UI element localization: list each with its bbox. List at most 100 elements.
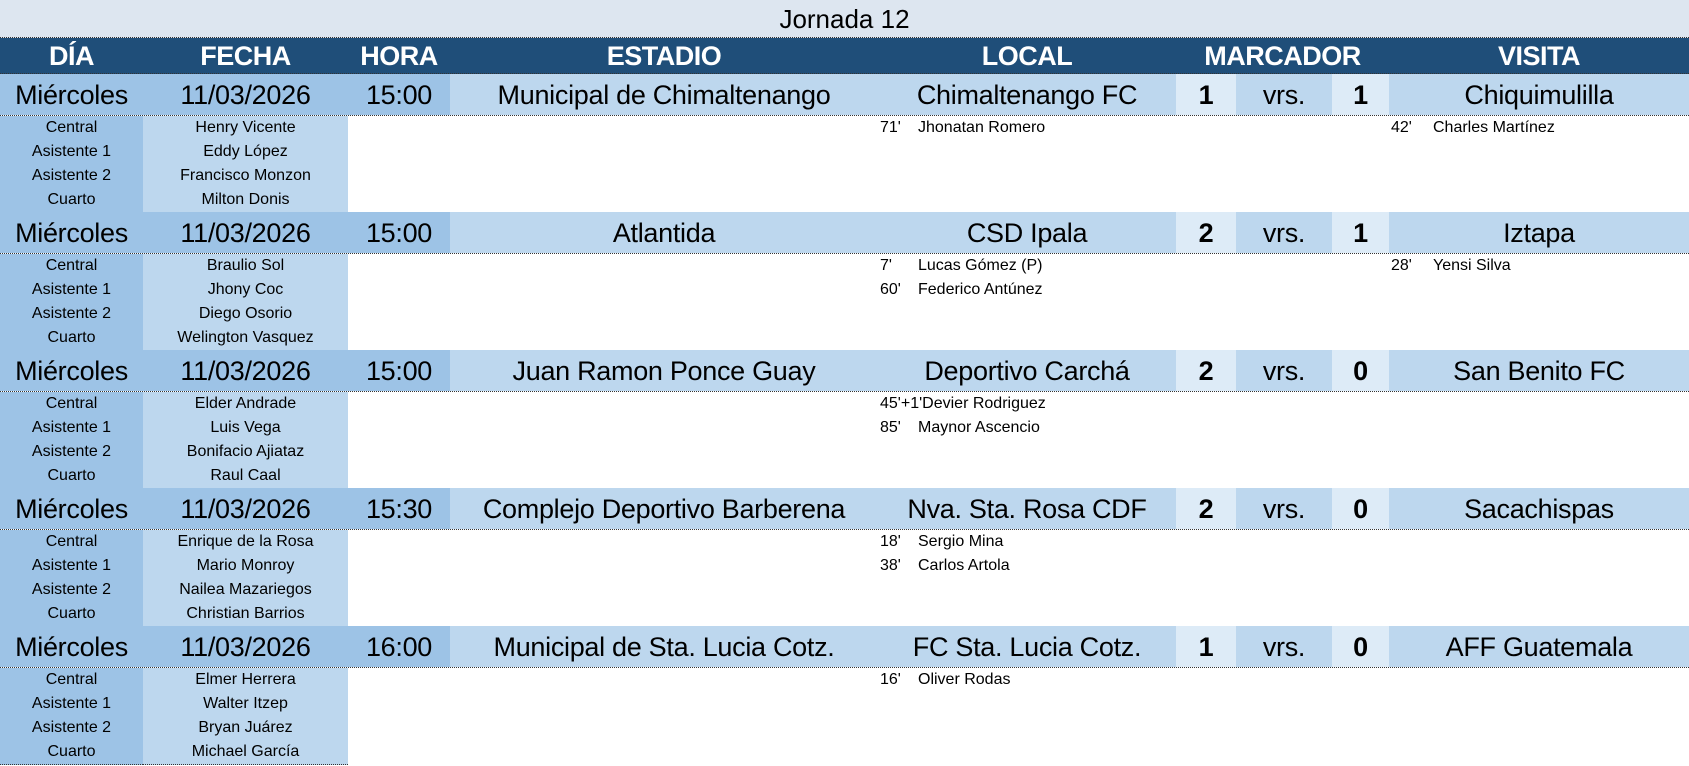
date-cell: 11/03/2026 — [143, 488, 348, 529]
time-cell: 15:00 — [348, 74, 450, 115]
referee-row: Central Braulio Sol 7' Lucas Gómez (P) 28' Ye… — [0, 254, 1689, 279]
goal-minute: 28' — [1391, 257, 1412, 274]
referee-role: Cuarto — [0, 326, 143, 351]
referee-name: Mario Monroy — [143, 554, 348, 579]
referee-role: Cuarto — [0, 464, 143, 489]
day-cell: Miércoles — [0, 488, 143, 529]
empty-cell — [450, 302, 878, 327]
referee-name: Luis Vega — [143, 416, 348, 441]
referee-row: Asistente 2 Nailea Mazariegos — [0, 578, 1689, 603]
local-scorer — [878, 464, 1389, 489]
empty-cell — [348, 692, 450, 717]
referee-row: Central Elder Andrade 45'+1'Devier Rodrigu… — [0, 392, 1689, 417]
match-row: Miércoles 11/03/2026 15:30 Complejo Deporti… — [0, 488, 1689, 530]
date-cell: 11/03/2026 — [143, 626, 348, 667]
visita-scorer — [1389, 164, 1689, 189]
goal-minute: 7' — [880, 257, 892, 274]
vs-cell: vrs. — [1236, 488, 1332, 529]
empty-cell — [450, 692, 878, 717]
referee-row: Asistente 2 Bryan Juárez — [0, 716, 1689, 741]
empty-cell — [348, 440, 450, 465]
local-scorer: 7' Lucas Gómez (P) — [878, 254, 1389, 279]
referee-role: Asistente 2 — [0, 578, 143, 603]
goal-player: Maynor Ascencio — [918, 419, 1040, 436]
local-team-cell: CSD Ipala — [878, 212, 1176, 253]
local-scorer — [878, 578, 1389, 603]
local-scorer — [878, 602, 1389, 627]
empty-cell — [450, 140, 878, 165]
goal-player: Oliver Rodas — [918, 671, 1011, 688]
referee-row: Central Henry Vicente 71' Jhonatan Romero 42… — [0, 116, 1689, 141]
visita-scorer — [1389, 740, 1689, 765]
goal-player: Yensi Silva — [1433, 257, 1511, 274]
goal-player: Carlos Artola — [918, 557, 1010, 574]
referee-name: Enrique de la Rosa — [143, 530, 348, 555]
empty-cell — [348, 188, 450, 213]
empty-cell — [348, 326, 450, 351]
empty-cell — [348, 116, 450, 141]
header-hora: HORA — [360, 41, 438, 71]
match-row: Miércoles 11/03/2026 15:00 Atlantida CSD Ipa… — [0, 212, 1689, 254]
goal-minute: 38' — [880, 557, 901, 574]
referee-row: Asistente 1 Eddy López — [0, 140, 1689, 165]
empty-cell — [348, 578, 450, 603]
local-score-cell: 1 — [1176, 626, 1236, 667]
referee-name: Nailea Mazariegos — [143, 578, 348, 603]
empty-cell — [450, 188, 878, 213]
empty-cell — [450, 440, 878, 465]
visita-scorer — [1389, 140, 1689, 165]
local-scorer — [878, 164, 1389, 189]
goal-minute: 85' — [880, 419, 901, 436]
referee-row: Asistente 1 Walter Itzep — [0, 692, 1689, 717]
header-marcador: MARCADOR — [1204, 41, 1361, 71]
referee-role: Central — [0, 254, 143, 279]
match-block: Miércoles 11/03/2026 15:30 Complejo Deporti… — [0, 488, 1689, 627]
referee-role: Asistente 2 — [0, 302, 143, 327]
local-scorer — [878, 326, 1389, 351]
stadium-cell: Atlantida — [450, 212, 878, 253]
header-local: LOCAL — [981, 41, 1073, 71]
goal-minute: 42' — [1391, 119, 1412, 136]
referee-row: Asistente 1 Mario Monroy 38' Carlos Artola — [0, 554, 1689, 579]
empty-cell — [348, 278, 450, 303]
visita-team-cell: Chiquimulilla — [1389, 74, 1689, 115]
empty-cell — [348, 140, 450, 165]
local-team-cell: Deportivo Carchá — [878, 350, 1176, 391]
vs-cell: vrs. — [1236, 350, 1332, 391]
match-block: Miércoles 11/03/2026 15:00 Juan Ramon Ponce… — [0, 350, 1689, 489]
referee-name: Walter Itzep — [143, 692, 348, 717]
visita-score-cell: 0 — [1332, 488, 1389, 529]
empty-cell — [450, 554, 878, 579]
local-scorer: 85' Maynor Ascencio — [878, 416, 1389, 441]
header-visita: VISITA — [1497, 41, 1581, 71]
local-scorer: 45'+1'Devier Rodriguez — [878, 392, 1389, 417]
goal-minute: 18' — [880, 533, 901, 550]
match-block: Miércoles 11/03/2026 15:00 Municipal de Chi… — [0, 74, 1689, 213]
time-cell: 15:00 — [348, 212, 450, 253]
empty-cell — [450, 530, 878, 555]
visita-score-cell: 0 — [1332, 626, 1389, 667]
match-row: Miércoles 11/03/2026 15:00 Municipal de Chi… — [0, 74, 1689, 116]
vs-cell: vrs. — [1236, 212, 1332, 253]
empty-cell — [348, 530, 450, 555]
referee-role: Cuarto — [0, 740, 143, 765]
visita-scorer — [1389, 578, 1689, 603]
visita-scorer — [1389, 326, 1689, 351]
empty-cell — [450, 464, 878, 489]
vs-cell: vrs. — [1236, 626, 1332, 667]
referee-name: Bryan Juárez — [143, 716, 348, 741]
header-dia: DÍA — [49, 41, 95, 71]
referee-name: Francisco Monzon — [143, 164, 348, 189]
visita-scorer: 28' Yensi Silva — [1389, 254, 1689, 279]
local-team-cell: Chimaltenango FC — [878, 74, 1176, 115]
referee-name: Welington Vasquez — [143, 326, 348, 351]
referee-name: Raul Caal — [143, 464, 348, 489]
match-row: Miércoles 11/03/2026 15:00 Juan Ramon Ponce… — [0, 350, 1689, 392]
referee-name: Elmer Herrera — [143, 668, 348, 693]
goal-minute: 60' — [880, 281, 901, 298]
visita-score-cell: 0 — [1332, 350, 1389, 391]
referee-row: Cuarto Milton Donis — [0, 188, 1689, 213]
referee-row: Central Enrique de la Rosa 18' Sergio Mina — [0, 530, 1689, 555]
time-cell: 16:00 — [348, 626, 450, 667]
empty-cell — [450, 116, 878, 141]
